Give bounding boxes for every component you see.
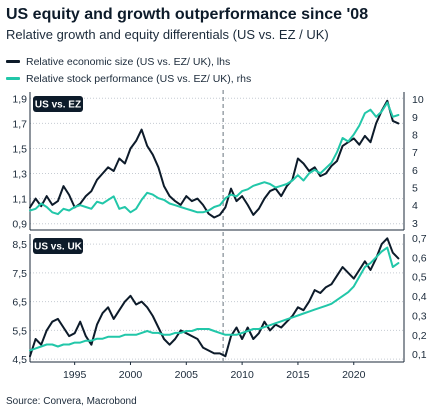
left-tick-label-us-vs-uk: 8,5 — [12, 239, 27, 251]
left-tick-label-us-vs-uk: 6,5 — [12, 297, 27, 309]
legend-item-stock-performance: Relative stock performance (US vs. EZ/ U… — [6, 70, 251, 87]
source-note: Source: Convera, Macrobond — [6, 396, 137, 407]
right-tick-label-us-vs-uk: 0,1 — [412, 349, 427, 361]
left-tick-label-us-vs-uk: 4,5 — [12, 354, 27, 366]
left-tick-label-us-vs-ez: 0,9 — [12, 219, 27, 231]
left-tick-label-us-vs-ez: 1,5 — [12, 143, 27, 155]
right-tick-label-us-vs-ez: 5 — [412, 183, 418, 195]
right-tick-label-us-vs-uk: 0,3 — [412, 310, 427, 322]
x-tick-label: 2000 — [119, 369, 143, 381]
legend-label-economic-size: Relative economic size (US vs. EZ/ UK), … — [26, 55, 231, 68]
right-tick-label-us-vs-uk: 0,2 — [412, 330, 427, 342]
right-tick-label-us-vs-uk: 0,5 — [412, 272, 427, 284]
legend-swatch-stock-performance — [6, 77, 20, 80]
legend-swatch-economic-size — [6, 60, 20, 63]
panel-label-badge-us-vs-uk — [33, 238, 83, 254]
right-tick-label-us-vs-ez: 4 — [412, 200, 418, 212]
right-tick-label-us-vs-uk: 0,7 — [412, 233, 427, 245]
left-tick-label-us-vs-ez: 1,3 — [12, 169, 27, 181]
x-tick-label: 1995 — [63, 369, 87, 381]
legend-item-economic-size: Relative economic size (US vs. EZ/ UK), … — [6, 53, 251, 70]
right-tick-label-us-vs-ez: 7 — [412, 147, 418, 159]
chart-subtitle: Relative growth and equity differentials… — [6, 27, 329, 42]
x-tick-label: 2015 — [286, 369, 310, 381]
left-tick-label-us-vs-ez: 1,9 — [12, 93, 27, 105]
economic-size-line-us-vs-uk — [29, 237, 400, 358]
right-tick-label-us-vs-uk: 0,4 — [412, 291, 427, 303]
economic-size-line-us-vs-ez — [29, 99, 400, 219]
x-tick-label: 2010 — [230, 369, 254, 381]
right-tick-label-us-vs-ez: 9 — [412, 112, 418, 124]
panel-label-badge-us-vs-ez — [33, 96, 83, 112]
legend-label-stock-performance: Relative stock performance (US vs. EZ/ U… — [26, 72, 252, 85]
stock-performance-line-us-vs-uk — [29, 246, 400, 352]
legend: Relative economic size (US vs. EZ/ UK), … — [6, 53, 251, 87]
panel-label-us-vs-uk: US vs. UK — [34, 242, 83, 253]
chart-title: US equity and growth outperformance sinc… — [6, 6, 369, 23]
left-tick-label-us-vs-uk: 7,5 — [12, 268, 27, 280]
right-tick-label-us-vs-ez: 6 — [412, 165, 418, 177]
right-tick-label-us-vs-ez: 8 — [412, 129, 418, 141]
left-tick-label-us-vs-ez: 1,1 — [12, 194, 27, 206]
x-tick-label: 2005 — [175, 369, 199, 381]
x-tick-label: 2020 — [342, 369, 366, 381]
left-tick-label-us-vs-uk: 5,5 — [12, 325, 27, 337]
stock-performance-line-us-vs-ez — [29, 101, 400, 216]
right-tick-label-us-vs-ez: 3 — [412, 218, 418, 230]
right-tick-label-us-vs-uk: 0,6 — [412, 252, 427, 264]
panel-label-us-vs-ez: US vs. EZ — [35, 100, 81, 111]
left-tick-label-us-vs-ez: 1,7 — [12, 118, 27, 130]
right-tick-label-us-vs-ez: 10 — [412, 94, 424, 106]
